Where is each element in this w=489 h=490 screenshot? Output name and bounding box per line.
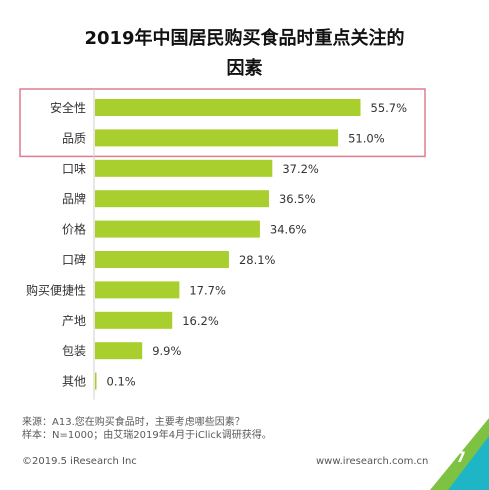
sample-note: 样本：N=1000；由艾瑞2019年4月于iClick调研获得。 (22, 430, 272, 441)
category-label: 其他 (62, 375, 86, 389)
category-label: 安全性 (50, 100, 86, 115)
category-label: 品牌 (62, 192, 86, 206)
bar (95, 311, 173, 329)
bar (95, 99, 361, 116)
bar (95, 159, 273, 177)
value-label: 55.7% (371, 101, 408, 115)
value-label: 0.1% (107, 375, 136, 389)
value-label: 34.6% (270, 223, 307, 237)
category-label: 包装 (62, 344, 86, 358)
value-label: 17.7% (189, 283, 226, 297)
copyright: ©2019.5 iResearch Inc (22, 456, 137, 467)
bar (95, 129, 339, 147)
value-label: 16.2% (182, 314, 219, 328)
category-label: 口味 (62, 162, 86, 176)
category-label: 品质 (62, 131, 86, 145)
source-note: 来源：A13.您在购买食品时，主要考虑哪些因素？ (22, 417, 245, 428)
value-label: 36.5% (279, 192, 316, 206)
value-label: 28.1% (239, 253, 276, 267)
bar (95, 220, 260, 238)
page-number: 7 (456, 450, 466, 466)
category-label: 口碑 (62, 252, 86, 267)
bar (95, 251, 229, 268)
bar (95, 372, 97, 390)
value-label: 9.9% (152, 344, 181, 358)
category-label: 产地 (62, 314, 86, 328)
bar (95, 190, 269, 208)
category-label: 价格 (62, 222, 86, 237)
category-label: 购买便捷性 (26, 282, 86, 297)
value-label: 51.0% (348, 131, 385, 145)
bar (95, 281, 180, 299)
chart-title: 2019年中国居民购买食品时重点关注的 因素 (0, 24, 489, 84)
value-label: 37.2% (282, 162, 319, 176)
highlight-box (19, 88, 426, 158)
chart-title-line2: 因素 (226, 58, 263, 79)
chart-notes: 来源：A13.您在购买食品时，主要考虑哪些因素？ 样本：N=1000；由艾瑞20… (22, 416, 272, 442)
chart-title-line1: 2019年中国居民购买食品时重点关注的 (84, 28, 405, 49)
bar (95, 342, 143, 360)
website-link[interactable]: www.iresearch.com.cn (316, 456, 429, 467)
